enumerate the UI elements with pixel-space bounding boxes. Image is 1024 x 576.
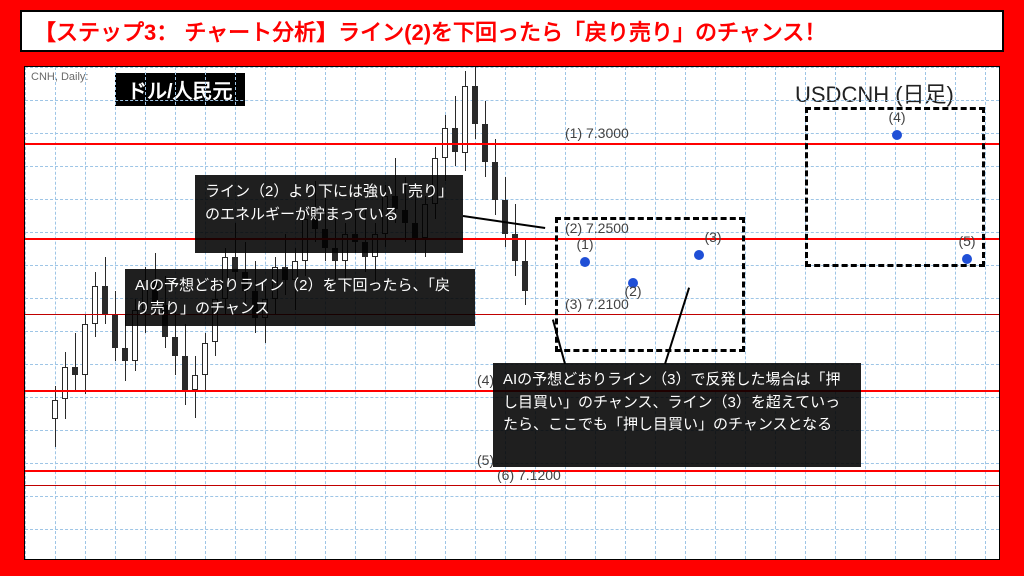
prediction-dot-label-d3: (3) — [704, 229, 721, 245]
grid-hline — [25, 67, 999, 68]
price-line-l6 — [25, 485, 999, 486]
candle-body — [102, 286, 108, 315]
candle-body — [72, 367, 78, 375]
annotation-anno2: AIの予想どおりライン（2）を下回ったら、「戻り売り」のチャンス — [125, 269, 475, 326]
grid-hline — [25, 529, 999, 530]
price-line-label-l5: (5) — [477, 452, 494, 468]
prediction-dot-label-d1: (1) — [576, 236, 593, 252]
grid-hline — [25, 496, 999, 497]
annotation-anno3: AIの予想どおりライン（3）で反発した場合は「押し目買い」のチャンス、ライン（3… — [493, 363, 861, 467]
figure-root: 【ステップ3： チャート分析】ライン(2)を下回ったら「戻り売り」のチャンス！ … — [0, 0, 1024, 576]
prediction-dot-label-d2: (2) — [624, 283, 641, 299]
prediction-dot-d3 — [694, 250, 704, 260]
price-line-label-l1: (1) 7.3000 — [565, 125, 629, 141]
grid-hline — [25, 331, 999, 332]
candle-body — [522, 261, 528, 291]
price-line-label-l6: (6) 7.1200 — [497, 467, 561, 483]
currency-pair-badge: ドル/人民元 — [115, 73, 245, 106]
prediction-dot-d1 — [580, 257, 590, 267]
candle-body — [492, 162, 498, 200]
candle-body — [92, 286, 98, 324]
candle-body — [472, 86, 478, 124]
prediction-dot-d5 — [962, 254, 972, 264]
chart-title-right-text: USDCNH (日足) — [795, 82, 954, 107]
candle-body — [202, 343, 208, 375]
chart-area: CNH, Daily: ドル/人民元 USDCNH (日足) (1) 7.300… — [24, 66, 1000, 560]
candle-body — [122, 348, 128, 361]
candle-body — [82, 324, 88, 375]
candle-body — [52, 400, 58, 419]
candle-body — [112, 314, 118, 348]
candle-body — [182, 356, 188, 390]
prediction-dot-label-d4: (4) — [888, 109, 905, 125]
candle-body — [452, 128, 458, 153]
chart-title-right: USDCNH (日足) — [795, 77, 954, 109]
candle-body — [192, 375, 198, 390]
prediction-dot-d4 — [892, 130, 902, 140]
candle-body — [502, 200, 508, 234]
candle-wick — [75, 333, 76, 390]
candle-body — [62, 367, 68, 399]
price-line-label-l4: (4) — [477, 372, 494, 388]
step-title-bar: 【ステップ3： チャート分析】ライン(2)を下回ったら「戻り売り」のチャンス！ — [20, 10, 1004, 52]
prediction-dot-label-d5: (5) — [958, 233, 975, 249]
chart-instrument-label: CNH, Daily: — [31, 71, 88, 83]
grid-hline — [25, 100, 999, 101]
annotation-anno1: ライン（2）より下には強い「売り」のエネルギーが貯まっている — [195, 175, 463, 253]
candle-body — [172, 337, 178, 356]
step-title-text: 【ステップ3： チャート分析】ライン(2)を下回ったら「戻り売り」のチャンス！ — [34, 15, 826, 47]
